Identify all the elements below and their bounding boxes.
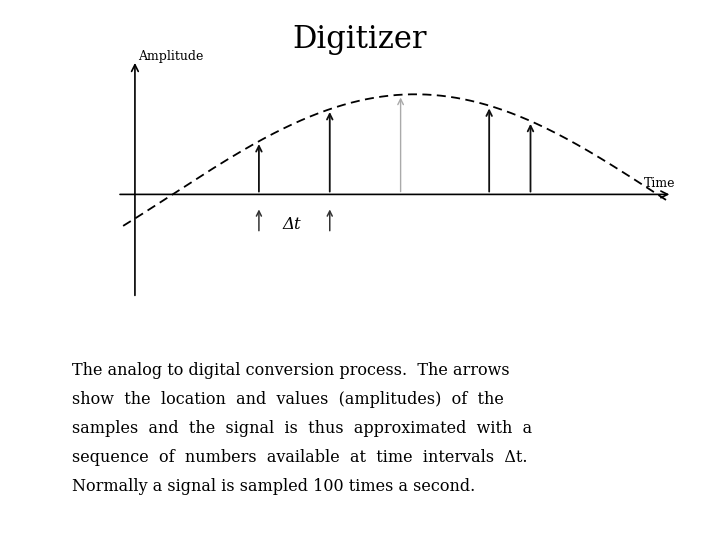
Text: samples  and  the  signal  is  thus  approximated  with  a: samples and the signal is thus approxima…: [72, 420, 532, 437]
Text: Digitizer: Digitizer: [293, 24, 427, 55]
Text: sequence  of  numbers  available  at  time  intervals  Δt.: sequence of numbers available at time in…: [72, 449, 528, 466]
Text: Normally a signal is sampled 100 times a second.: Normally a signal is sampled 100 times a…: [72, 478, 475, 495]
Text: show  the  location  and  values  (amplitudes)  of  the: show the location and values (amplitudes…: [72, 391, 504, 408]
Text: Δt: Δt: [282, 217, 301, 233]
Text: Amplitude: Amplitude: [138, 50, 203, 63]
Text: The analog to digital conversion process.  The arrows: The analog to digital conversion process…: [72, 362, 510, 379]
Text: Time: Time: [644, 177, 675, 190]
